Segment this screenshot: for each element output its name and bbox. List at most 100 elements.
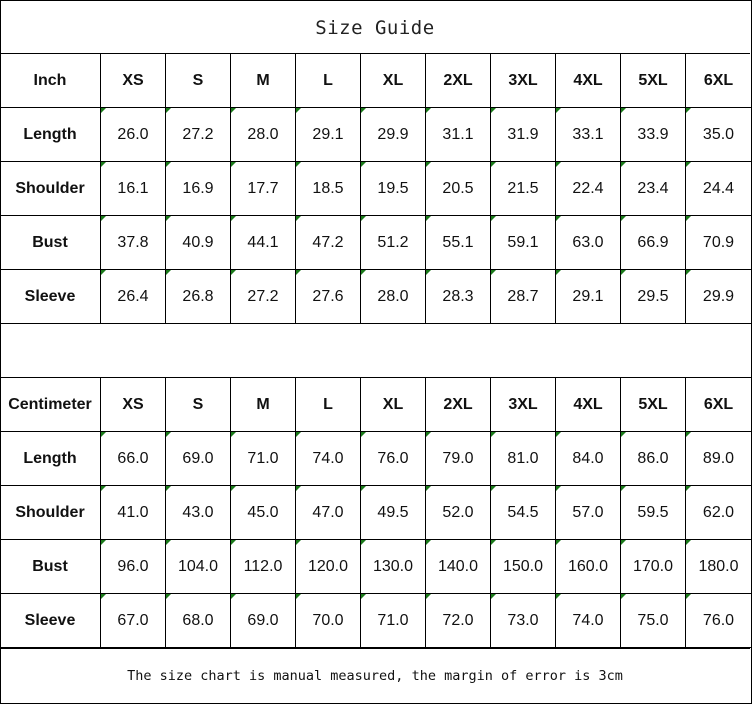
table-row: Bust 37.8 40.9 44.1 47.2 51.2 55.1 59.1 63.0 66.9… <box>0 216 751 270</box>
measurement-value: 120.0 <box>296 540 361 593</box>
page-title: Size Guide <box>0 0 750 54</box>
measurement-value: 47.2 <box>296 216 361 269</box>
measurement-value: 44.1 <box>231 216 296 269</box>
measurement-value: 21.5 <box>491 162 556 215</box>
size-header: 4XL <box>556 378 621 431</box>
measurement-value: 28.0 <box>361 270 426 323</box>
size-header: XL <box>361 378 426 431</box>
size-header: 6XL <box>703 395 734 413</box>
size-header: 4XL <box>556 54 621 107</box>
measurement-label: Bust <box>0 216 101 269</box>
measurement-value: 41.0 <box>101 486 166 539</box>
measurement-value: 31.9 <box>491 108 556 161</box>
measurement-value: 18.5 <box>296 162 361 215</box>
measurement-value: 57.0 <box>556 486 621 539</box>
measurement-value: 45.0 <box>231 486 296 539</box>
measurement-value: 66.0 <box>101 432 166 485</box>
measurement-value: 26.4 <box>101 270 166 323</box>
size-header: XS <box>101 378 166 431</box>
measurement-value: 59.5 <box>621 486 686 539</box>
measurement-value: 26.0 <box>101 108 166 161</box>
size-header: XS <box>101 54 166 107</box>
measurement-value: 96.0 <box>101 540 166 593</box>
size-header: XL <box>361 54 426 107</box>
measurement-value: 74.0 <box>556 594 621 647</box>
size-header: S <box>166 54 231 107</box>
measurement-value: 63.0 <box>556 216 621 269</box>
size-header: 3XL <box>491 378 556 431</box>
measurement-value: 86.0 <box>621 432 686 485</box>
measurement-value: 69.0 <box>166 432 231 485</box>
footer-note: The size chart is manual measured, the m… <box>0 648 750 702</box>
measurement-value: 71.0 <box>231 432 296 485</box>
measurement-value: 51.2 <box>361 216 426 269</box>
measurement-value: 27.6 <box>296 270 361 323</box>
table-row: Length 26.0 27.2 28.0 29.1 29.9 31.1 31.9 33.1 33… <box>0 108 751 162</box>
measurement-value: 150.0 <box>491 540 556 593</box>
measurement-value: 27.2 <box>231 270 296 323</box>
measurement-value: 29.1 <box>556 270 621 323</box>
table-row: Shoulder 41.0 43.0 45.0 47.0 49.5 52.0 54.5 57.0… <box>0 486 751 540</box>
measurement-value: 70.9 <box>686 216 751 269</box>
measurement-value: 79.0 <box>426 432 491 485</box>
measurement-value: 170.0 <box>621 540 686 593</box>
table-row: Length 66.0 69.0 71.0 74.0 76.0 79.0 81.0 84.0 86… <box>0 432 751 486</box>
measurement-label: Sleeve <box>0 270 101 323</box>
measurement-value: 29.9 <box>686 270 751 323</box>
header-row: Centimeter XS S M L XL 2XL 3XL 4XL 5XL 6XL <box>0 378 751 432</box>
measurement-value: 72.0 <box>426 594 491 647</box>
measurement-value: 49.5 <box>361 486 426 539</box>
measurement-value: 68.0 <box>166 594 231 647</box>
measurement-value: 17.7 <box>231 162 296 215</box>
measurement-value: 29.5 <box>621 270 686 323</box>
measurement-label: Sleeve <box>0 594 101 647</box>
measurement-value: 40.9 <box>166 216 231 269</box>
measurement-value: 29.9 <box>361 108 426 161</box>
measurement-label: Shoulder <box>0 486 101 539</box>
measurement-value: 73.0 <box>491 594 556 647</box>
measurement-value: 27.2 <box>166 108 231 161</box>
table-row: Shoulder 16.1 16.9 17.7 18.5 19.5 20.5 21.5 22.4… <box>0 162 751 216</box>
table-row: Sleeve 26.4 26.8 27.2 27.6 28.0 28.3 28.7 29.1 29… <box>0 270 751 324</box>
measurement-value: 28.0 <box>231 108 296 161</box>
measurement-value: 24.4 <box>686 162 751 215</box>
size-header: L <box>296 378 361 431</box>
measurement-value: 29.1 <box>296 108 361 161</box>
measurement-label: Length <box>0 108 101 161</box>
measurement-value: 33.1 <box>556 108 621 161</box>
measurement-value: 71.0 <box>361 594 426 647</box>
measurement-value: 104.0 <box>166 540 231 593</box>
table-row: Bust 96.0 104.0 112.0 120.0 130.0 140.0 150.0 16… <box>0 540 751 594</box>
size-header: S <box>166 378 231 431</box>
unit-label: Inch <box>0 54 101 107</box>
measurement-value: 70.0 <box>296 594 361 647</box>
measurement-value: 43.0 <box>166 486 231 539</box>
measurement-value: 37.8 <box>101 216 166 269</box>
measurement-value: 16.1 <box>101 162 166 215</box>
unit-label: Centimeter <box>0 378 101 431</box>
measurement-value: 112.0 <box>231 540 296 593</box>
measurement-value: 140.0 <box>426 540 491 593</box>
measurement-label: Bust <box>0 540 101 593</box>
size-header: 2XL <box>426 378 491 431</box>
centimeter-table: Centimeter XS S M L XL 2XL 3XL 4XL 5XL 6XL Length 66… <box>0 377 751 648</box>
measurement-value: 22.4 <box>556 162 621 215</box>
measurement-value: 66.9 <box>621 216 686 269</box>
inch-table: Inch XS S M L XL 2XL 3XL 4XL 5XL 6XL Length 26.0 27.2… <box>0 54 751 324</box>
measurement-value: 69.0 <box>231 594 296 647</box>
measurement-value: 130.0 <box>361 540 426 593</box>
size-header: 6XL <box>703 71 734 89</box>
measurement-value: 23.4 <box>621 162 686 215</box>
measurement-value: 76.0 <box>361 432 426 485</box>
measurement-value: 67.0 <box>101 594 166 647</box>
measurement-value: 28.7 <box>491 270 556 323</box>
measurement-value: 47.0 <box>296 486 361 539</box>
measurement-value: 180.0 <box>686 540 751 593</box>
size-header: 2XL <box>426 54 491 107</box>
measurement-value: 52.0 <box>426 486 491 539</box>
measurement-value: 62.0 <box>686 486 751 539</box>
size-header: L <box>296 54 361 107</box>
measurement-value: 55.1 <box>426 216 491 269</box>
table-row: Sleeve 67.0 68.0 69.0 70.0 71.0 72.0 73.0 74.0 75… <box>0 594 751 648</box>
measurement-value: 35.0 <box>686 108 751 161</box>
